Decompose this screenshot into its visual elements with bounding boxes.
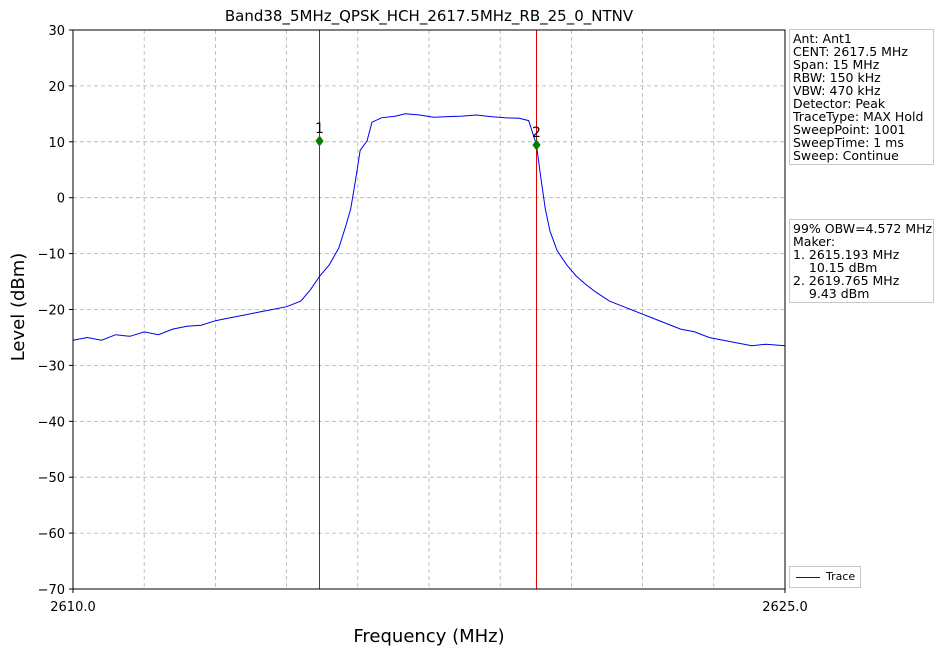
marker-lines bbox=[318, 30, 538, 589]
setting-line: VBW: 470 kHz bbox=[793, 83, 881, 98]
trace-line bbox=[72, 113, 786, 347]
result-line: 9.43 dBm bbox=[793, 286, 870, 301]
setting-line: Ant: Ant1 bbox=[793, 31, 852, 46]
result-line: Maker: bbox=[793, 234, 836, 249]
y-tick-label: 30 bbox=[48, 24, 65, 39]
y-tick-label: 20 bbox=[48, 80, 65, 95]
y-tick-label: −70 bbox=[38, 583, 65, 598]
y-axis-label: Level (dBm) bbox=[8, 253, 29, 362]
setting-line: Detector: Peak bbox=[793, 96, 886, 111]
y-tick-label: −30 bbox=[38, 359, 65, 374]
setting-line: TraceType: MAX Hold bbox=[793, 109, 924, 124]
setting-line: CENT: 2617.5 MHz bbox=[793, 44, 908, 59]
legend-trace-label: Trace bbox=[826, 570, 856, 583]
marker-diamond bbox=[532, 139, 541, 151]
result-line: 10.15 dBm bbox=[793, 260, 878, 275]
y-tick-label: −10 bbox=[38, 248, 65, 263]
y-tick-label: −50 bbox=[38, 471, 65, 486]
x-tick-label: 2625.0 bbox=[762, 600, 808, 615]
grid bbox=[73, 29, 785, 590]
y-tick-label: 10 bbox=[48, 136, 65, 151]
x-axis-ticks: 2610.0 2625.0 bbox=[50, 589, 808, 615]
y-tick-label: −60 bbox=[38, 527, 65, 542]
marker-label: 1 bbox=[315, 121, 324, 137]
chart-title: Band38_5MHz_QPSK_HCH_2617.5MHz_RB_25_0_N… bbox=[225, 7, 634, 26]
legend-trace-swatch bbox=[796, 577, 820, 578]
setting-line: SweepPoint: 1001 bbox=[793, 122, 906, 137]
result-line: 99% OBW=4.572 MHz bbox=[793, 221, 933, 236]
y-tick-label: 0 bbox=[57, 192, 65, 207]
setting-line: Span: 15 MHz bbox=[793, 57, 880, 72]
result-line: 2. 2619.765 MHz bbox=[793, 273, 900, 288]
y-tick-label: −40 bbox=[38, 415, 65, 430]
marker-diamond bbox=[315, 135, 324, 147]
setting-line: Sweep: Continue bbox=[793, 148, 899, 163]
measurement-settings-box: Ant: Ant1 CENT: 2617.5 MHz Span: 15 MHz RBW… bbox=[789, 29, 934, 165]
x-axis-label: Frequency (MHz) bbox=[353, 626, 504, 647]
setting-line: SweepTime: 1 ms bbox=[793, 135, 904, 150]
marker-label: 2 bbox=[532, 125, 541, 141]
y-axis-ticks: 30 20 10 0 −10 −20 −30 −40 −50 −60 −70 bbox=[38, 24, 73, 598]
trace-series bbox=[72, 113, 786, 347]
setting-line: RBW: 150 kHz bbox=[793, 70, 881, 85]
y-tick-label: −20 bbox=[38, 304, 65, 319]
obw-marker-results-box: 99% OBW=4.572 MHz Maker: 1. 2615.193 MHz 1… bbox=[789, 219, 934, 303]
result-line: 1. 2615.193 MHz bbox=[793, 247, 900, 262]
legend: Trace bbox=[789, 566, 861, 588]
x-tick-label: 2610.0 bbox=[50, 600, 96, 615]
